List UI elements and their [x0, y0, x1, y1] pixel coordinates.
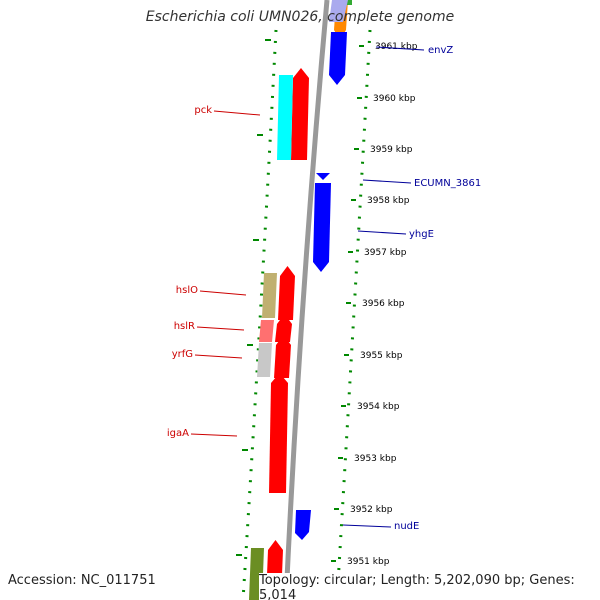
scale-tick-label: 3958 kbp [367, 196, 410, 206]
scale-tick-label: 3951 kbp [347, 557, 390, 567]
envz-upper-feature [329, 0, 348, 22]
genome-backbone [283, 0, 330, 600]
gene-hslO-arrow [278, 266, 295, 320]
scale-tick-label: 3960 kbp [373, 94, 416, 104]
gene-label-ECUMN_3861: ECUMN_3861 [414, 178, 481, 189]
gene-label-leader [362, 179, 412, 184]
scale-tick-label: 3955 kbp [360, 351, 403, 361]
gene-yrfG-arrow [274, 335, 291, 378]
yrfG-feature-block [257, 343, 272, 377]
scale-tick-label: 3954 kbp [357, 402, 400, 412]
gene-label-yhgE: yhgE [409, 229, 434, 240]
gene-label-pck: pck [194, 105, 212, 116]
scale-tick-label: 3953 kbp [354, 454, 397, 464]
gene-igaA-arrow [269, 373, 288, 493]
map-title: Escherichia coli UMN026, complete genome [145, 9, 455, 25]
gene-label-leader [357, 230, 407, 235]
green-feature [346, 0, 352, 5]
gene-label-leader [196, 326, 245, 331]
gene-label-leader [194, 354, 243, 359]
hslO-feature-block [262, 273, 277, 318]
gene-ECUMN_3861-arrow [316, 173, 330, 180]
hslR-feature-block [259, 320, 274, 342]
gene-label-hslR: hslR [174, 321, 195, 332]
gene-pck-arrow [291, 68, 309, 160]
gene-label-igaA: igaA [167, 428, 189, 439]
gene-label-yrfG: yrfG [172, 349, 193, 360]
gene-label-hslO: hslO [176, 285, 198, 296]
gene-nudE-arrow [295, 510, 311, 540]
scale-tick-label: 3961 kbp [375, 42, 418, 52]
gene-yhgE-arrow [313, 183, 331, 272]
gene-label-leader [375, 46, 425, 51]
gene-label-envZ: envZ [428, 45, 453, 56]
scale-tick-label: 3957 kbp [364, 248, 407, 258]
accession-text: Accession: NC_011751 [8, 573, 156, 588]
pck-feature-block [277, 75, 293, 160]
scale-tick-label: 3959 kbp [370, 145, 413, 155]
gene-envZ-arrow [329, 32, 347, 85]
scale-tick-label: 3956 kbp [362, 299, 405, 309]
gene-hslR-arrow [275, 314, 292, 342]
gene-label-leader [199, 290, 247, 296]
gene-label-leader [190, 433, 238, 437]
scale-tick-label: 3952 kbp [350, 505, 393, 515]
gene-label-leader [342, 524, 392, 528]
gene-label-nudE: nudE [394, 521, 419, 532]
topology-text: Topology: circular; Length: 5,202,090 bp… [259, 573, 600, 600]
gene-label-leader [213, 110, 261, 116]
